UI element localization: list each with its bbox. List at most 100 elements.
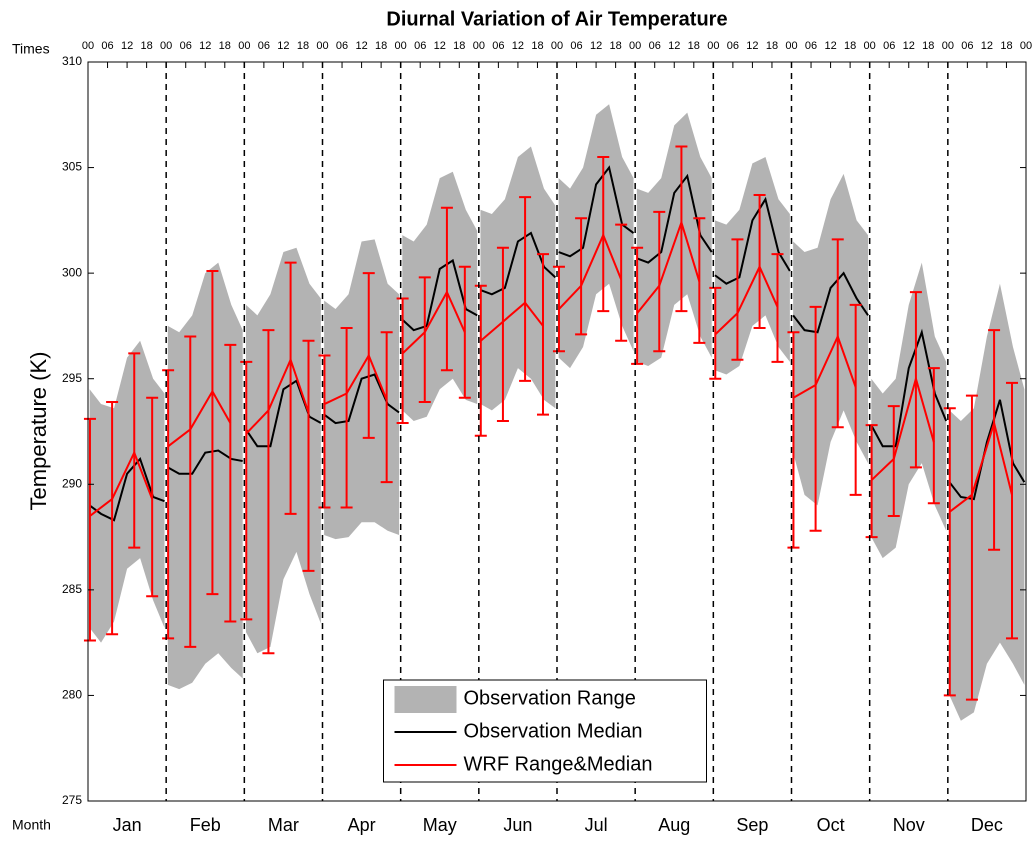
x2-tick-label: 00 [238,40,250,52]
error-bar [418,276,431,403]
x2-tick-label: 00 [316,40,328,52]
month-label: Sep [736,815,768,835]
x2-tick-label: 18 [688,40,700,52]
y-axis-label: Temperature (K) [26,352,51,511]
month-label: Oct [817,815,845,835]
x2-tick-label: 18 [219,40,231,52]
error-bar [731,238,744,361]
x2-tick-label: 12 [355,40,367,52]
x2-tick-label: 12 [277,40,289,52]
error-bar [831,238,844,429]
x2-tick-label: 18 [297,40,309,52]
x2-tick-label: 00 [82,40,94,52]
legend-label: WRF Range&Median [464,753,653,775]
x2-tick-label: 12 [981,40,993,52]
x2-tick-label: 18 [1000,40,1012,52]
error-bar [887,405,900,517]
x2-tick-label: 12 [512,40,524,52]
x2-tick-label: 06 [883,40,895,52]
x2-tick-label: 18 [844,40,856,52]
legend-swatch [394,686,457,713]
error-bar [224,343,237,623]
x2-axis-label: Times [12,41,50,57]
error-bar [536,253,549,416]
median-line [89,165,1026,522]
x2-tick-label: 06 [258,40,270,52]
legend: Observation Range Observation Median WRF R… [383,679,707,783]
legend-label: Observation Median [464,720,643,742]
month-label: Mar [268,815,299,835]
x2-tick-label: 00 [629,40,641,52]
month-label: Aug [658,815,690,835]
x2-tick-label: 06 [101,40,113,52]
x2-tick-label: 00 [395,40,407,52]
y-tick-label: 310 [62,54,82,68]
x2-tick-label: 12 [668,40,680,52]
error-bar [787,331,800,549]
x2-tick-label: 18 [141,40,153,52]
y-tick-label: 305 [62,160,82,174]
legend-label: Observation Range [464,687,636,709]
error-bar [753,194,766,330]
x2-tick-label: 18 [766,40,778,52]
x2-tick-label: 12 [590,40,602,52]
x2-tick-label: 12 [434,40,446,52]
error-bar [965,394,978,701]
error-bar [653,210,666,353]
error-bar [440,206,453,372]
x2-tick-label: 18 [531,40,543,52]
error-bar [988,329,1001,551]
x2-tick-label: 12 [903,40,915,52]
error-bar [675,145,688,313]
x2-tick-label: 06 [492,40,504,52]
error-bar [396,297,409,425]
error-bar [496,246,509,422]
month-label: Jul [585,815,608,835]
x2-tick-label: 06 [727,40,739,52]
x-axis-label: Month [12,817,51,833]
x2-tick-label: 12 [121,40,133,52]
x2-tick-label: 00 [1020,40,1032,52]
month-label: May [423,815,457,835]
x2-tick-label: 00 [785,40,797,52]
error-bar [318,354,331,509]
error-bar [809,305,822,532]
month-label: Apr [348,815,376,835]
error-bar [943,407,956,697]
x2-tick-label: 00 [864,40,876,52]
x2-tick-label: 06 [805,40,817,52]
error-bar [206,270,219,596]
month-label: Jan [113,815,142,835]
error-bar [106,400,119,636]
chart-title: Diurnal Variation of Air Temperature [386,8,727,30]
error-bar [184,335,197,648]
x2-tick-label: 06 [961,40,973,52]
x2-tick-label: 00 [707,40,719,52]
error-bar [262,329,275,655]
month-label: Dec [971,815,1003,835]
month-label: Jun [503,815,532,835]
error-bar [615,223,628,342]
median-line [89,219,1013,517]
y-tick-label: 290 [62,476,82,490]
error-bar [302,339,315,572]
error-bar [1006,381,1018,640]
error-bar [865,424,878,539]
x2-tick-label: 06 [414,40,426,52]
x2-tick-label: 06 [649,40,661,52]
y-tick-label: 300 [62,265,82,279]
x2-tick-label: 18 [610,40,622,52]
error-bar [340,327,353,509]
x2-tick-label: 06 [180,40,192,52]
error-bar [849,303,862,496]
error-bar [631,246,644,365]
x2-tick-label: 00 [473,40,485,52]
x2-tick-label: 12 [746,40,758,52]
error-bar [927,367,940,505]
x2-tick-label: 06 [570,40,582,52]
x2-tick-label: 00 [160,40,172,52]
y-tick-label: 295 [62,371,82,385]
y-tick-label: 275 [62,793,82,807]
